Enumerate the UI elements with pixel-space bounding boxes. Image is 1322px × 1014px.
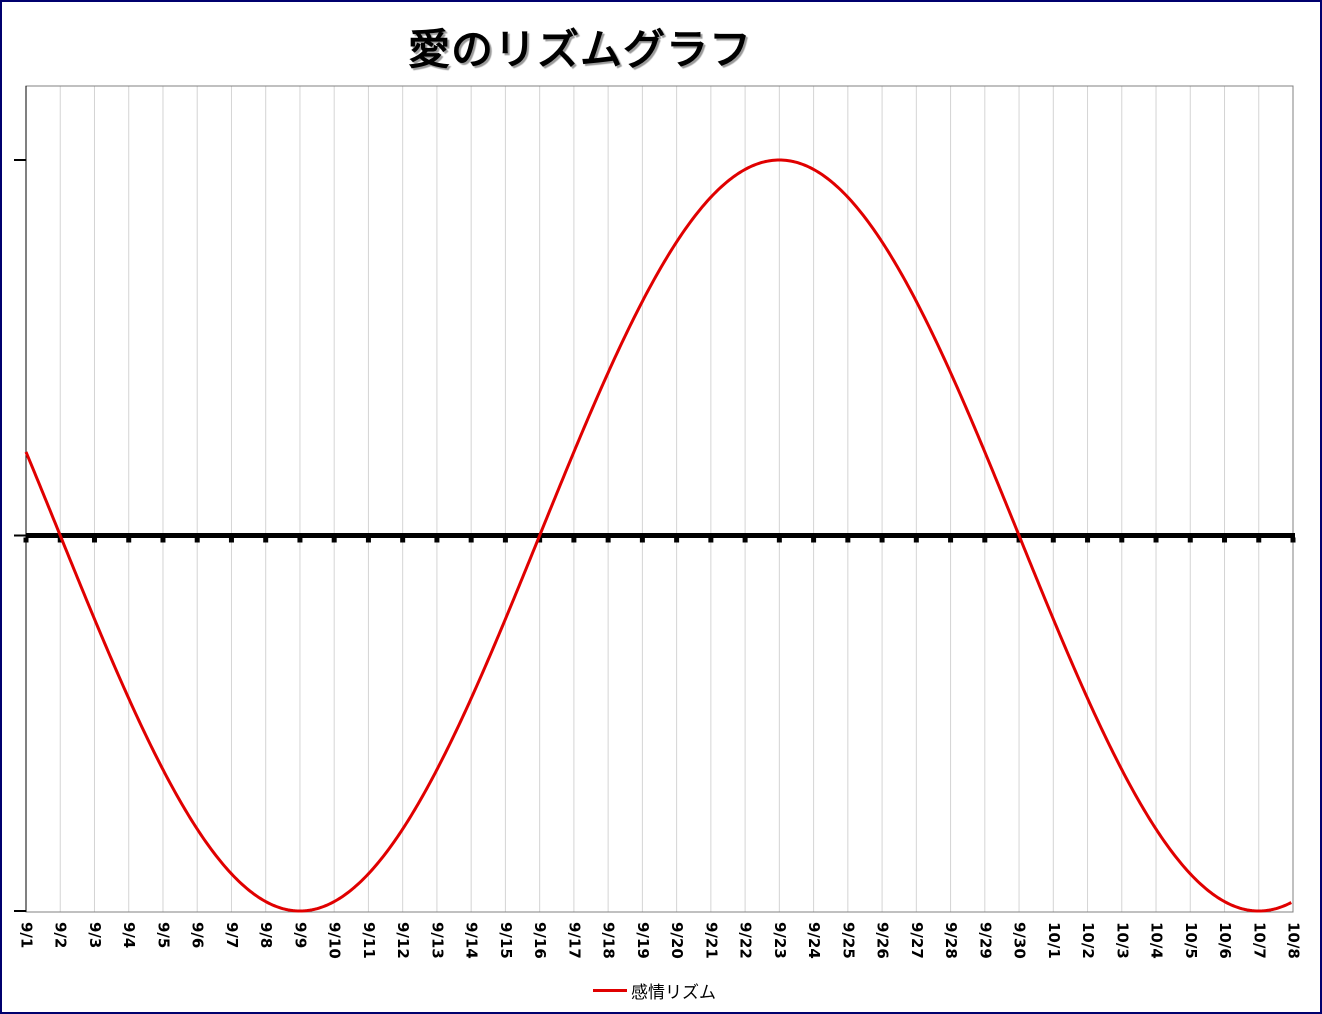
zero-axis-tick-28 — [982, 537, 988, 543]
x-tick-label-12: 9/13 — [428, 922, 446, 959]
x-tick-label-20: 9/21 — [702, 922, 720, 959]
zero-axis-tick-5 — [194, 537, 200, 543]
zero-axis-tick-25 — [879, 537, 885, 543]
x-tick-label-19: 9/20 — [668, 922, 686, 959]
zero-axis-tick-0 — [23, 537, 29, 543]
x-tick-label-17: 9/18 — [600, 922, 618, 959]
x-tick-label-13: 9/14 — [463, 922, 481, 959]
x-tick-label-29: 9/30 — [1011, 922, 1029, 959]
zero-axis-tick-18 — [639, 537, 645, 543]
x-tick-label-30: 10/1 — [1045, 922, 1063, 959]
zero-axis-tick-14 — [502, 537, 508, 543]
x-tick-label-10: 9/11 — [360, 922, 378, 959]
zero-axis-tick-7 — [263, 537, 269, 543]
zero-axis-tick-2 — [91, 537, 97, 543]
legend: 感情リズム — [593, 978, 716, 1003]
series-layer — [24, 158, 1292, 913]
zero-axis-tick-36 — [1256, 537, 1262, 543]
zero-axis-tick-3 — [126, 537, 132, 543]
zero-axis-tick-10 — [365, 537, 371, 543]
zero-axis-tick-20 — [708, 537, 714, 543]
x-tick-label-21: 9/22 — [737, 922, 755, 959]
zero-axis-tick-15 — [537, 537, 543, 543]
zero-axis-tick-6 — [228, 537, 234, 543]
x-tick-label-37: 10/8 — [1285, 922, 1303, 959]
zero-axis-tick-31 — [1085, 537, 1091, 543]
y-axis — [14, 86, 27, 912]
x-tick-label-16: 9/17 — [565, 922, 583, 959]
zero-axis-tick-24 — [845, 537, 851, 543]
x-tick-label-9: 9/10 — [326, 922, 344, 959]
x-tick-label-18: 9/19 — [634, 922, 652, 959]
zero-axis-tick-22 — [776, 537, 782, 543]
x-tick-label-7: 9/8 — [257, 922, 275, 948]
x-tick-label-36: 10/7 — [1250, 922, 1268, 959]
x-tick-label-8: 9/9 — [291, 922, 309, 948]
x-tick-label-31: 10/2 — [1079, 922, 1097, 959]
x-tick-label-11: 9/12 — [394, 922, 412, 959]
zero-axis-tick-13 — [468, 537, 474, 543]
x-tick-label-27: 9/28 — [942, 922, 960, 959]
zero-axis-tick-34 — [1187, 537, 1193, 543]
x-tick-label-34: 10/5 — [1182, 922, 1200, 959]
x-tick-label-24: 9/25 — [839, 922, 857, 959]
zero-axis-tick-33 — [1153, 537, 1159, 543]
x-axis-labels: 9/1 9/2 9/3 9/4 9/5 9/6 9/7 9/8 9/9 9/10 9/11 9/12 9… — [18, 922, 1303, 959]
zero-axis-tick-19 — [674, 537, 680, 543]
x-tick-label-26: 9/27 — [908, 922, 926, 959]
chart-title: 愛のリズムグラフ — [408, 25, 753, 74]
x-tick-label-1: 9/2 — [52, 922, 70, 948]
x-tick-label-2: 9/3 — [86, 922, 104, 948]
gridlines — [59, 86, 1260, 912]
zero-axis-tick-32 — [1119, 537, 1125, 543]
legend-swatch-series-0 — [593, 989, 627, 992]
x-tick-label-28: 9/29 — [976, 922, 994, 959]
x-tick-label-5: 9/6 — [189, 922, 207, 948]
zero-axis-tick-11 — [400, 537, 406, 543]
x-tick-label-15: 9/16 — [531, 922, 549, 959]
x-tick-label-0: 9/1 — [18, 922, 36, 948]
zero-axis-tick-21 — [742, 537, 748, 543]
x-tick-label-32: 10/3 — [1113, 922, 1131, 959]
x-tick-label-3: 9/4 — [120, 922, 138, 948]
zero-axis-tick-35 — [1222, 537, 1228, 543]
zero-axis-tick-1 — [57, 537, 63, 543]
series-line-0 — [24, 158, 1292, 913]
zero-axis-tick-17 — [605, 537, 611, 543]
zero-axis-tick-29 — [1016, 537, 1022, 543]
zero-axis-tick-8 — [297, 537, 303, 543]
zero-line — [23, 533, 1296, 543]
zero-axis-tick-9 — [331, 537, 337, 543]
zero-axis-tick-4 — [160, 537, 166, 543]
zero-axis-tick-37 — [1290, 537, 1296, 543]
zero-axis-tick-16 — [571, 537, 577, 543]
zero-axis-tick-12 — [434, 537, 440, 543]
legend-label-series-0: 感情リズム — [631, 983, 716, 1003]
x-tick-label-33: 10/4 — [1148, 922, 1166, 959]
zero-axis-tick-30 — [1050, 537, 1056, 543]
x-tick-label-23: 9/24 — [805, 922, 823, 959]
zero-axis-tick-23 — [811, 537, 817, 543]
x-tick-label-35: 10/6 — [1216, 922, 1234, 959]
plot-area-border — [25, 85, 1294, 913]
x-tick-label-25: 9/26 — [874, 922, 892, 959]
x-tick-label-6: 9/7 — [223, 922, 241, 948]
x-tick-label-4: 9/5 — [154, 922, 172, 948]
x-tick-label-14: 9/15 — [497, 922, 515, 959]
zero-axis-tick-26 — [913, 537, 919, 543]
x-tick-label-22: 9/23 — [771, 922, 789, 959]
zero-axis-tick-27 — [948, 537, 954, 543]
